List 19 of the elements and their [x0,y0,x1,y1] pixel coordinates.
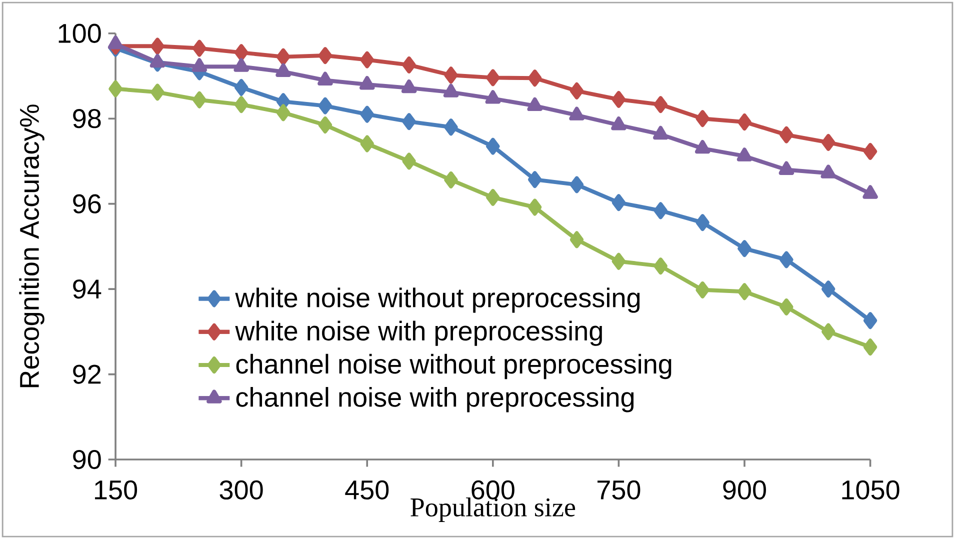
y-tick-label: 98 [73,108,101,128]
legend-label: channel noise without preprocessing [236,354,672,380]
y-axis-title: Recognition Accuracy% [19,104,44,388]
x-axis-title: Population size [410,497,576,522]
x-tick-label: 900 [723,480,766,500]
y-tick-label: 92 [73,364,101,384]
x-tick-label: 300 [220,480,263,500]
y-tick-label: 94 [73,279,102,299]
y-tick-label: 90 [73,450,101,470]
legend-label: channel noise with preprocessing [236,386,634,412]
x-tick-label: 600 [472,480,514,500]
x-tick-label: 750 [598,480,640,500]
x-tick-label: 450 [345,480,389,500]
y-tick-label: 96 [73,194,101,214]
x-tick-label: 150 [95,480,138,500]
legend-label: white noise without preprocessing [235,288,640,313]
legend-label: white noise with preprocessing [235,320,602,346]
x-tick-label: 1050 [842,480,900,500]
y-tick-label: 100 [58,24,101,43]
